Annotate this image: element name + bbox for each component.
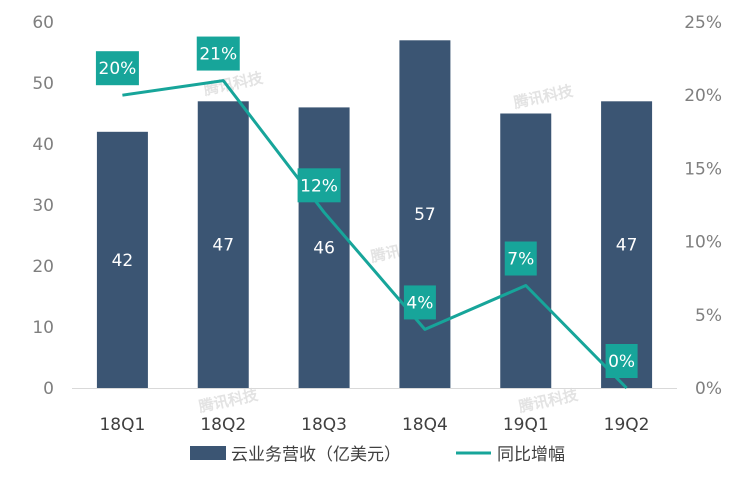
y-left-tick-label: 40 [32, 135, 54, 155]
y-left-tick-label: 30 [32, 196, 54, 216]
growth-value-label: 4% [406, 293, 433, 313]
bar-value-label: 47 [616, 236, 638, 256]
x-tick-label: 18Q3 [301, 415, 347, 435]
growth-line [122, 79, 628, 390]
y-left-tick-label: 10 [32, 318, 54, 338]
growth-label-badge [504, 241, 537, 276]
growth-label-badge [196, 36, 240, 71]
y-right-tick-label: 15% [684, 159, 722, 179]
watermark-text: 腾讯科技 [516, 386, 580, 416]
legend-label-bar: 云业务营收（亿美元） [231, 445, 401, 465]
watermark-text: 腾讯科技 [511, 82, 575, 112]
x-tick-label: 18Q4 [402, 415, 448, 435]
bar-value-label: 42 [112, 251, 134, 271]
bar [197, 101, 249, 389]
y-right-tick-label: 20% [684, 86, 722, 106]
bar [298, 107, 350, 389]
bar [601, 101, 653, 389]
bar-value-label: 46 [313, 239, 335, 259]
y-left-tick-label: 20 [32, 257, 54, 277]
growth-label-badge [605, 344, 638, 378]
growth-value-label: 20% [99, 59, 137, 79]
axes-layer: 0 10 20 30 40 50 60 0% 5% 10% 15% 20% 25% 18Q1 18Q2 18Q… [32, 13, 722, 435]
y-left-tick-label: 0 [43, 379, 54, 399]
bar-value-label: 57 [414, 205, 436, 225]
growth-label-badge [297, 168, 341, 203]
y-right-tick-label: 5% [695, 306, 722, 326]
y-left-tick-label: 60 [32, 13, 54, 33]
growth-label-badge [95, 51, 139, 86]
bar-value-label: 47 [212, 236, 234, 256]
legend-label-line: 同比增幅 [497, 445, 565, 465]
watermark-text: 腾讯科技 [196, 386, 260, 416]
legend-swatch-bar [190, 446, 226, 460]
x-tick-label: 18Q1 [99, 415, 145, 435]
growth-value-label: 12% [300, 176, 338, 196]
y-right-tick-label: 25% [684, 13, 722, 33]
growth-label-badge [403, 285, 436, 320]
x-tick-label: 19Q1 [503, 415, 549, 435]
labels-layer: 42474657454720%21%12%4%7%0% [95, 36, 638, 378]
bar [96, 131, 148, 389]
line-layer [122, 79, 628, 390]
growth-value-label: 21% [199, 45, 237, 65]
growth-value-label: 7% [507, 250, 534, 270]
legend: 云业务营收（亿美元） 同比增幅 [190, 445, 565, 465]
y-right-tick-label: 10% [684, 233, 722, 253]
growth-value-label: 0% [608, 352, 635, 372]
x-tick-label: 19Q2 [604, 415, 650, 435]
y-right-tick-label: 0% [695, 379, 722, 399]
y-left-tick-label: 50 [32, 74, 54, 94]
x-tick-label: 18Q2 [200, 415, 246, 435]
